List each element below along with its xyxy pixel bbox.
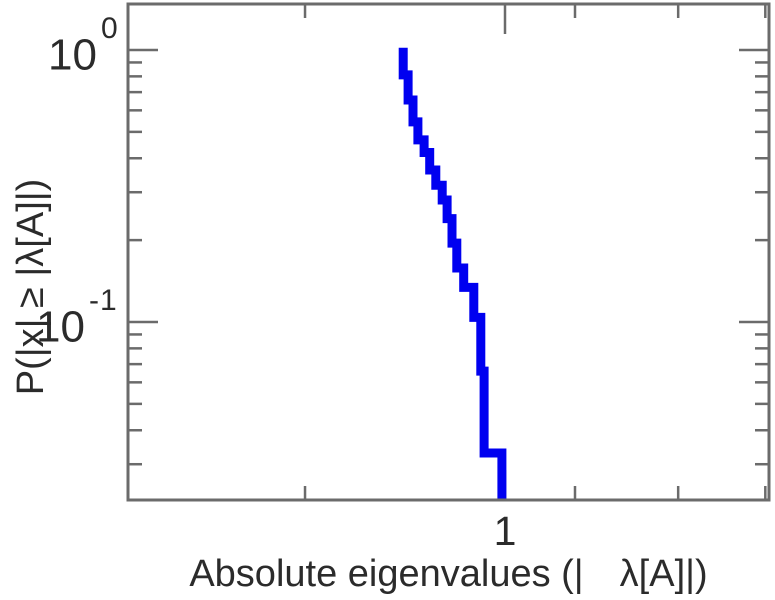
axes-box <box>126 2 771 502</box>
x-axis-label-prefix: Absolute eigenvalues (| <box>189 553 584 595</box>
ccdf-step-curve <box>398 47 507 500</box>
y-tick-label-1em1: 10-1 <box>36 286 118 352</box>
y-tick-1e0-base: 10 <box>48 30 97 80</box>
y-tick-label-1e0: 100 <box>48 14 119 80</box>
y-axis-label: P(|x| ≥ |λ[A]|) <box>10 178 52 396</box>
y-tick-1e0-exponent: 0 <box>100 12 119 45</box>
y-tick-1em1-base: 10 <box>36 302 85 352</box>
x-tick-label-1: 1 <box>493 508 517 554</box>
x-axis-label-suffix: λ[A]|) <box>619 553 708 595</box>
y-tick-1em1-exponent: -1 <box>88 284 118 317</box>
x-axis-label: Absolute eigenvalues (| λ[A]|) <box>128 553 769 597</box>
